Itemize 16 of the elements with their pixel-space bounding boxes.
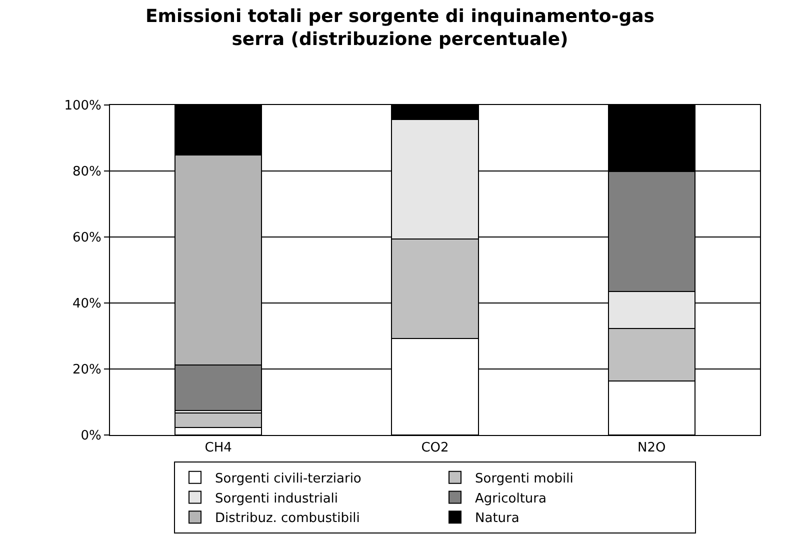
x-tick-label: CO2 (421, 440, 449, 456)
legend-label: Distribuz. combustibili (215, 511, 360, 526)
y-tick-label: 0% (80, 428, 102, 444)
x-tick-label: N2O (638, 440, 666, 456)
y-tick-label: 40% (72, 296, 102, 312)
y-tick-label: 100% (64, 98, 102, 114)
legend-label: Sorgenti industriali (215, 491, 338, 506)
legend-label: Sorgenti civili-terziario (215, 471, 362, 486)
chart-title: Emissioni totali per sorgente di inquinamento-gas serra (distribuzione percentuale) (145, 6, 655, 50)
legend-label: Agricoltura (475, 491, 546, 506)
y-tick-label: 20% (72, 362, 102, 378)
x-tick-label: CH4 (204, 440, 232, 456)
legend-label: Natura (475, 511, 520, 526)
legend-label: Sorgenti mobili (475, 471, 574, 486)
y-tick-label: 60% (72, 230, 102, 246)
y-tick-label: 80% (72, 164, 102, 180)
